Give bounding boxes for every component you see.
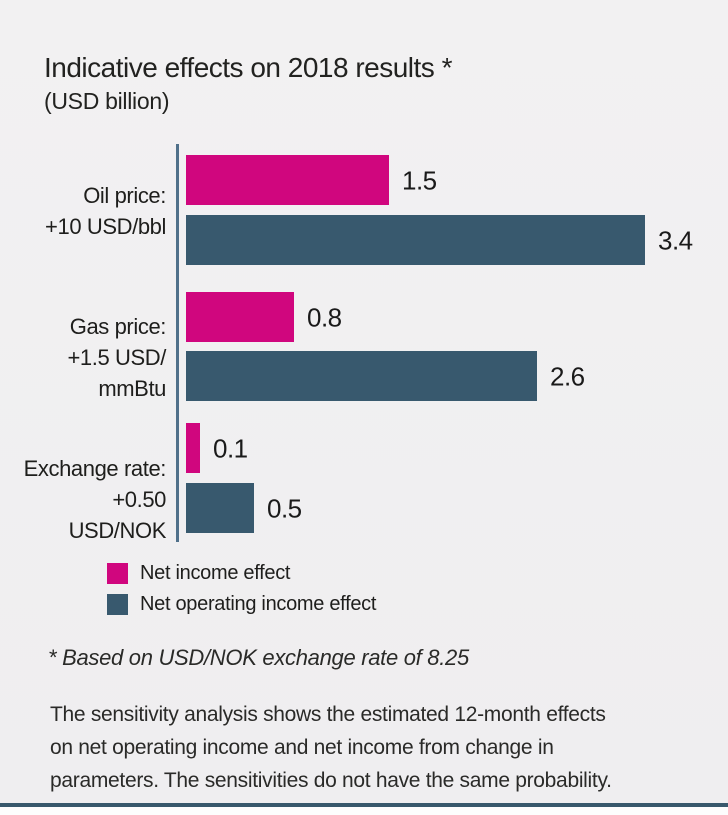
- bar-net-income: [186, 292, 294, 342]
- y-axis-line: [176, 144, 179, 542]
- category-label: Exchange rate: +0.50 USD/NOK: [23, 453, 167, 546]
- chart-unit-subtitle: (USD billion): [44, 88, 170, 114]
- bar-net-income: [186, 155, 389, 205]
- bar-net-income: [186, 423, 200, 473]
- bottom-rule: [0, 803, 728, 807]
- bar-value-label: 0.8: [307, 302, 342, 333]
- category-label-line: +10 USD/bbl: [45, 214, 166, 239]
- legend-label: Net operating income effect: [140, 593, 377, 615]
- bar-value-label: 0.1: [213, 433, 248, 464]
- bar-value-label: 0.5: [267, 493, 302, 524]
- legend-label: Net income effect: [140, 562, 291, 584]
- footnote: * Based on USD/NOK exchange rate of 8.25: [48, 645, 469, 670]
- legend-swatch-net-operating-income: [107, 594, 128, 615]
- category-label-line: mmBtu: [98, 376, 166, 401]
- category-label-line: Gas price:: [69, 314, 167, 339]
- description-line: parameters. The sensitivities do not hav…: [50, 769, 612, 792]
- bar-net-operating-income: [186, 483, 254, 533]
- category-label: Oil price: +10 USD/bbl: [45, 180, 166, 242]
- bar-value-label: 3.4: [658, 225, 693, 256]
- bar-net-operating-income: [186, 215, 645, 265]
- bar-value-label: 1.5: [402, 165, 437, 196]
- description-line: on net operating income and net income f…: [50, 736, 554, 759]
- category-label: Gas price: +1.5 USD/mmBtu: [67, 311, 166, 404]
- bar-value-label: 2.6: [550, 361, 585, 392]
- bar-net-operating-income: [186, 351, 537, 401]
- legend-swatch-net-income: [107, 563, 128, 584]
- bottom-strip: [0, 807, 728, 815]
- category-label-line: Oil price:: [83, 183, 166, 208]
- description-line: The sensitivity analysis shows the estim…: [50, 703, 606, 726]
- category-label-line: +1.5 USD/: [67, 345, 166, 370]
- category-label-line: +0.50: [112, 487, 166, 512]
- chart-title: Indicative effects on 2018 results *: [44, 52, 452, 83]
- category-label-line: Exchange rate:: [23, 456, 167, 481]
- category-label-line: USD/NOK: [68, 518, 167, 543]
